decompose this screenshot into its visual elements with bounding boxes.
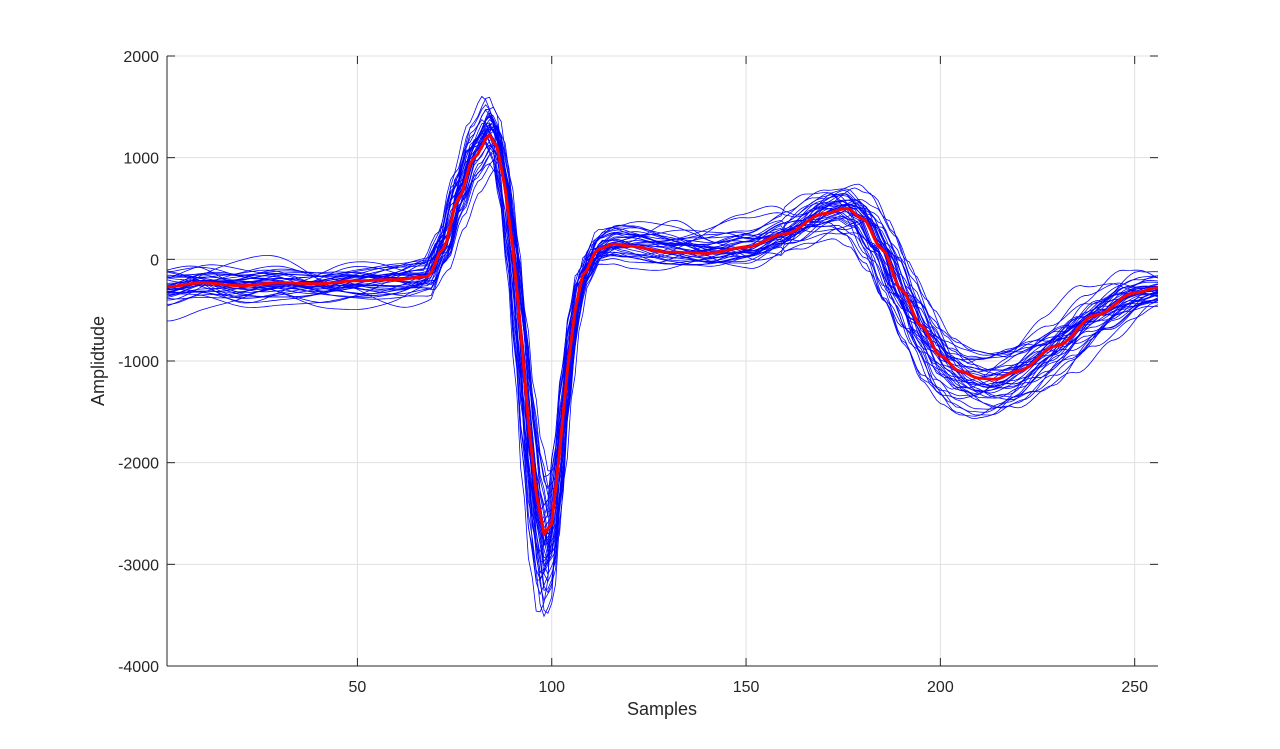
spike-trace — [167, 159, 1158, 488]
spike-trace — [167, 123, 1158, 583]
spike-trace — [167, 128, 1158, 594]
x-tick-label: 50 — [349, 679, 367, 696]
y-tick-label: -3000 — [118, 557, 159, 574]
y-axis-ticks: -4000 -3000 -2000 -1000 0 1000 2000 — [118, 49, 1158, 676]
spike-trace — [167, 128, 1158, 576]
x-tick-label: 100 — [538, 679, 565, 696]
mean-waveform — [167, 132, 1158, 538]
y-tick-label: -4000 — [118, 659, 159, 676]
x-tick-label: 250 — [1121, 679, 1148, 696]
y-tick-label: 1000 — [123, 151, 159, 168]
spike-trace — [167, 153, 1158, 490]
spike-trace — [167, 122, 1158, 581]
x-tick-label: 150 — [733, 679, 760, 696]
spike-trace — [167, 142, 1158, 496]
spike-trace — [167, 116, 1158, 567]
y-axis-label: Amplidtude — [88, 316, 108, 406]
x-tick-label: 200 — [927, 679, 954, 696]
y-tick-label: 0 — [150, 252, 159, 269]
spike-trace — [167, 95, 1158, 581]
x-axis-ticks: 50 100 150 200 250 — [349, 56, 1148, 696]
x-axis-label: Samples — [627, 699, 697, 719]
y-tick-label: -2000 — [118, 456, 159, 473]
spike-trace — [167, 130, 1158, 596]
mean-waveform-line — [167, 132, 1158, 538]
y-tick-label: 2000 — [123, 49, 159, 66]
spike-trace — [167, 125, 1158, 531]
spike-trace — [167, 121, 1158, 560]
spike-traces — [167, 95, 1158, 618]
y-tick-label: -1000 — [118, 354, 159, 371]
